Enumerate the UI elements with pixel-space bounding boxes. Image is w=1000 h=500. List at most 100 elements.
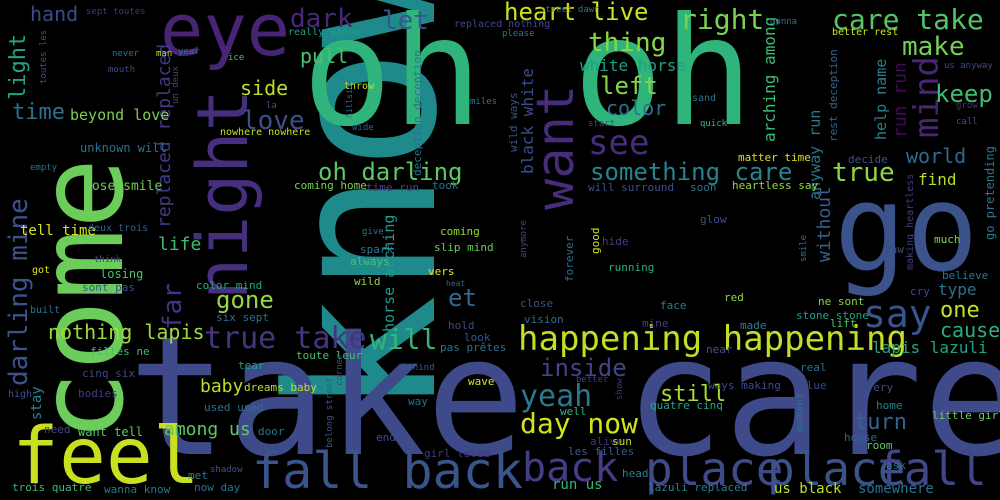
word-hillside: hillside: [345, 79, 354, 118]
word-street-dawn: street dawn: [540, 5, 600, 15]
word-cinq-six: cinq six: [82, 367, 135, 380]
word-white-horse: white horse: [580, 56, 686, 75]
word-among-us: among us: [164, 419, 251, 440]
word-met: met: [188, 469, 208, 482]
word-turn: turn: [854, 410, 907, 435]
word-miles: miles: [470, 97, 498, 107]
word-ice: ice: [228, 53, 245, 63]
word-better-rest: better rest: [832, 27, 899, 38]
word-end: end: [376, 431, 396, 444]
word-losing: losing: [100, 267, 144, 281]
word-trois-quatre: trois quatre: [12, 481, 92, 494]
word-without: without: [814, 186, 835, 262]
word-wave: wave: [468, 375, 495, 388]
word-care-take: care take: [832, 3, 984, 36]
word-vers: vers: [428, 265, 455, 278]
word-sont-pas: sont pas: [82, 281, 135, 294]
word-color-mind: color mind: [196, 279, 263, 292]
word-place-1: place: [645, 442, 784, 496]
word-lapis-lazuli: lapis lazuli: [872, 338, 988, 357]
word-beyond-love: beyond love: [70, 106, 170, 124]
word-always: always: [350, 255, 390, 268]
word-tear: tear: [238, 359, 265, 372]
word-start: start: [588, 119, 616, 129]
word-wild: wild: [354, 275, 381, 288]
word-quick: quick: [700, 119, 728, 129]
word-unknown-will: unknown will: [80, 141, 167, 155]
word-bodies: bodies: [78, 387, 118, 400]
word-un-deux: un deux: [171, 66, 181, 104]
word-anymore: anymore: [519, 220, 529, 258]
word-running: running: [608, 261, 655, 274]
word-feel: feel: [12, 412, 200, 500]
word-replaced-nothing: replaced nothing: [454, 19, 551, 30]
word-better: better: [576, 375, 609, 385]
word-show: show: [615, 378, 625, 400]
word-pull: pull: [300, 44, 349, 68]
word-moment: moment: [793, 392, 806, 432]
word-sand: sand: [692, 93, 717, 104]
word-one: one: [940, 298, 980, 323]
word-eye: eye: [160, 0, 291, 72]
word-something-care: something care: [590, 158, 793, 186]
word-horse-arching: horse arching: [380, 214, 398, 332]
word-believe: believe: [942, 269, 989, 282]
word-back: back: [522, 445, 619, 491]
word-stone-stone: stone stone: [796, 309, 869, 322]
word-deception-deception: deception deception: [411, 50, 424, 176]
word-nothing-lapis: nothing lapis: [48, 320, 205, 344]
word-hand: hand: [30, 2, 79, 26]
word-saw: saw: [884, 243, 904, 256]
word-decide: decide: [848, 153, 888, 166]
word-true: true: [832, 158, 895, 188]
word-somewhere: somewhere: [858, 481, 934, 497]
word-never: never: [112, 49, 140, 59]
word-les-filles: les filles: [568, 445, 635, 458]
word-well: well: [560, 405, 587, 418]
word-want-tell: want tell: [78, 425, 144, 439]
word-six-sept: six sept: [216, 311, 269, 324]
word-soon: soon: [690, 181, 717, 194]
word-shadow: shadow: [210, 465, 243, 475]
word-year: year: [178, 47, 200, 57]
word-red: red: [724, 291, 744, 304]
word-see: see: [588, 123, 650, 163]
word-color: color: [606, 96, 667, 120]
word-gone: gone: [216, 286, 274, 314]
word-room: room: [866, 439, 893, 452]
word-love: love: [242, 106, 305, 136]
word-smile: smile: [799, 234, 809, 262]
word-mine: mine: [642, 317, 669, 330]
word-run-us: run us: [552, 477, 603, 493]
word-alive: alive: [590, 435, 624, 448]
word-cause: cause: [940, 318, 1000, 342]
word-little-girl: little girl: [932, 409, 1000, 422]
word-coming-home: coming home: [294, 179, 367, 192]
word-light: light: [6, 33, 31, 100]
word-girl-loved: girl loved: [424, 447, 491, 460]
word-toute-leur: toute leur: [296, 349, 363, 362]
word-glow: glow: [700, 213, 727, 226]
word-really-wanna: really wanna: [288, 27, 361, 38]
word-take-care: take care: [128, 301, 1000, 493]
word-true-take: true take: [204, 321, 367, 356]
word-say: say: [863, 292, 932, 336]
word-sun: sun: [612, 435, 632, 448]
word-made: made: [740, 319, 767, 332]
word-tell-time: tell time: [20, 223, 96, 239]
word-left: left: [600, 72, 658, 100]
word-used-used: used used: [204, 401, 264, 414]
word-lift: lift: [830, 317, 857, 330]
word-man: man: [156, 49, 173, 59]
word-look: look: [464, 331, 491, 344]
word-way: way: [408, 395, 428, 408]
word-dreams-baby: dreams baby: [244, 381, 317, 394]
word-vision: vision: [524, 313, 564, 326]
word-run-run: run run: [890, 62, 911, 138]
word-built: built: [30, 305, 61, 316]
word-filles-ne: filles ne: [90, 345, 150, 358]
word-throw: throw: [344, 81, 375, 92]
word-head: head: [622, 467, 649, 480]
word-good: good: [589, 227, 602, 255]
